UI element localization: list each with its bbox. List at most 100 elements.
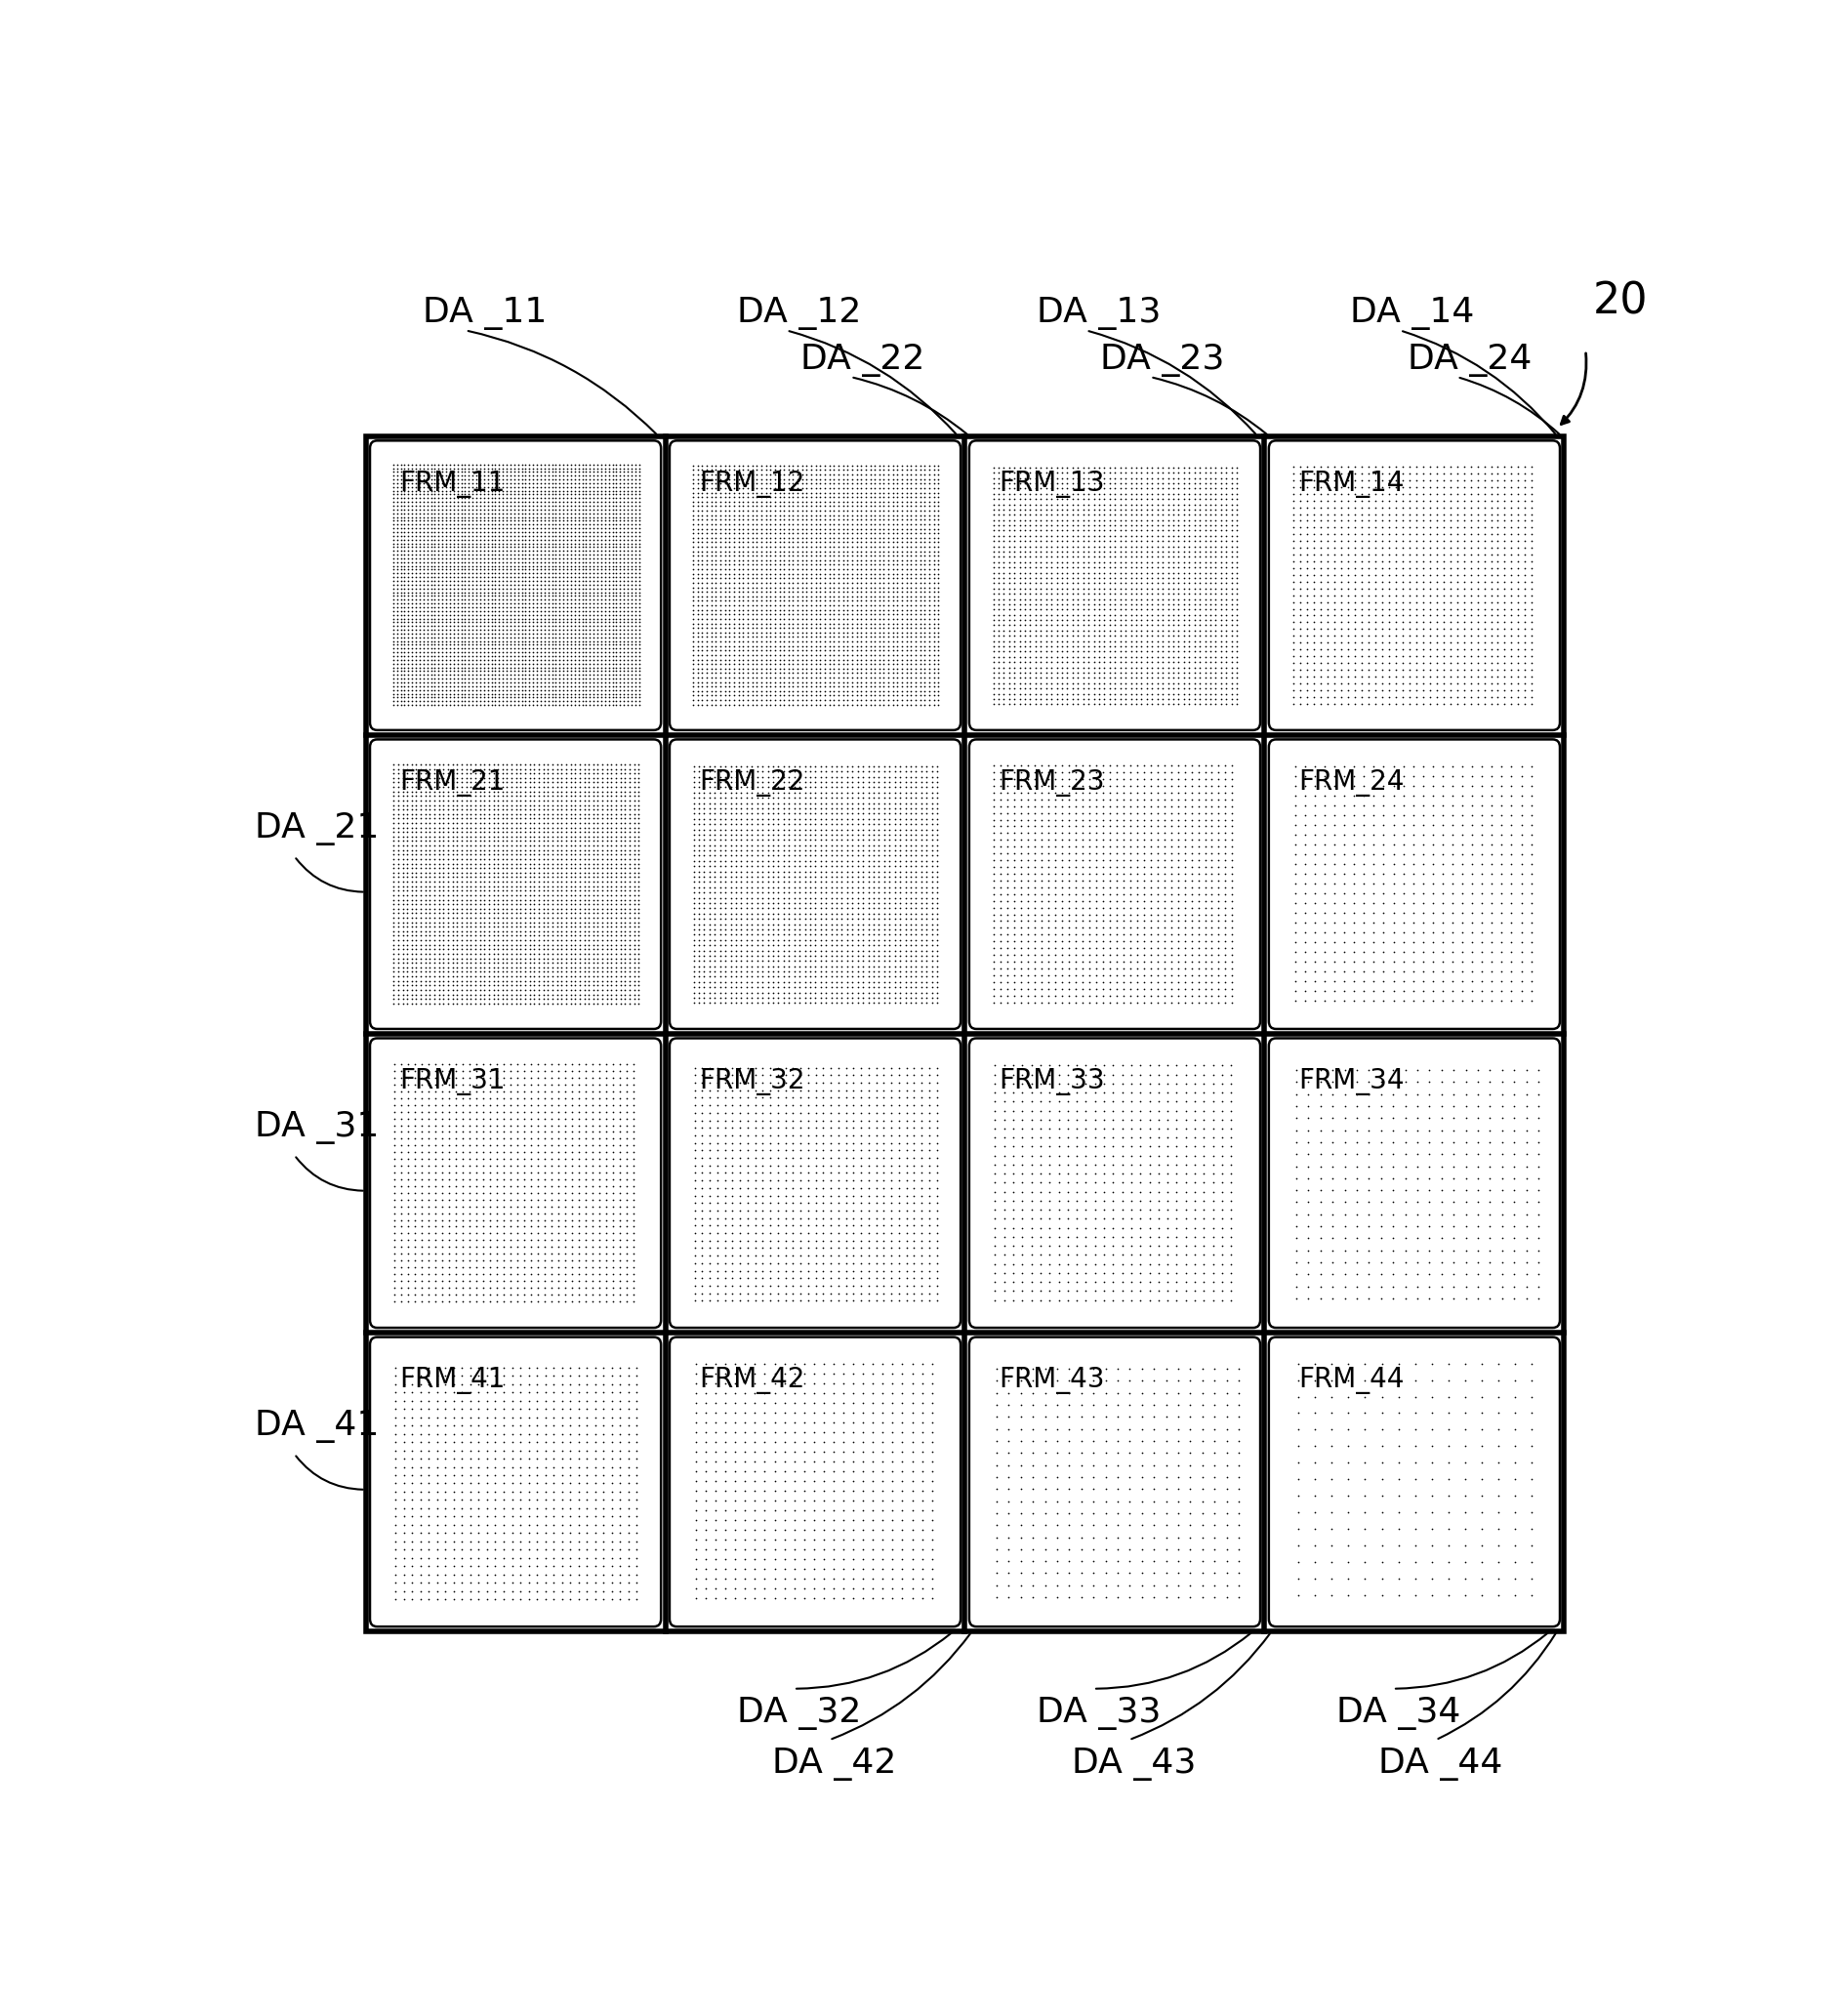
Point	[775, 897, 805, 929]
Point	[434, 1103, 464, 1135]
Point	[1381, 512, 1410, 544]
Point	[711, 1407, 740, 1439]
Point	[573, 1417, 602, 1450]
Point	[790, 1435, 819, 1468]
Point	[983, 671, 1013, 704]
Point	[606, 524, 635, 556]
Point	[519, 464, 549, 496]
Point	[495, 524, 525, 556]
Point	[538, 564, 567, 597]
Point	[536, 1095, 565, 1127]
Point	[462, 538, 492, 571]
Point	[679, 647, 709, 679]
Point	[481, 651, 510, 683]
Point	[422, 1115, 451, 1147]
Point	[497, 1508, 527, 1540]
Point	[1055, 1556, 1084, 1589]
Point	[989, 520, 1018, 552]
Point	[1305, 1066, 1335, 1099]
Point	[1169, 837, 1198, 869]
Point	[696, 675, 725, 708]
Point	[891, 808, 920, 841]
Point	[884, 540, 913, 573]
Point	[451, 595, 481, 627]
Point	[994, 1498, 1024, 1530]
Point	[1169, 810, 1198, 843]
Point	[481, 520, 510, 552]
Point	[1434, 1365, 1464, 1397]
Point	[878, 508, 908, 540]
Point	[1066, 1365, 1095, 1397]
Point	[760, 585, 790, 617]
Point	[606, 599, 635, 631]
Point	[915, 1157, 944, 1189]
Point	[1031, 615, 1060, 647]
Point	[1048, 885, 1077, 917]
Point	[747, 530, 777, 562]
Point	[414, 1351, 444, 1383]
Point	[515, 853, 545, 885]
Point	[595, 607, 624, 639]
Point	[1129, 816, 1158, 849]
Point	[874, 599, 904, 631]
Point	[387, 603, 416, 635]
Point	[434, 577, 464, 609]
Point	[398, 835, 427, 867]
Point	[457, 915, 486, 948]
Point	[1342, 1270, 1372, 1302]
Point	[530, 1083, 560, 1115]
Point	[416, 583, 446, 615]
Point	[799, 1524, 828, 1556]
Point	[416, 929, 446, 962]
Point	[1414, 1173, 1443, 1206]
Point	[392, 915, 422, 948]
Point	[1475, 1149, 1504, 1181]
Point	[606, 546, 635, 579]
Point	[823, 577, 852, 609]
Point	[1418, 839, 1447, 871]
Point	[401, 1054, 431, 1087]
Point	[442, 788, 471, 821]
Point	[1327, 504, 1357, 536]
Point	[598, 1177, 628, 1210]
Point	[543, 1169, 573, 1202]
Point	[1152, 484, 1182, 516]
Point	[477, 669, 506, 702]
Point	[458, 673, 488, 706]
Point	[679, 1248, 709, 1280]
Point	[512, 681, 541, 714]
Point	[1040, 966, 1070, 998]
Point	[611, 893, 641, 925]
Point	[506, 911, 536, 943]
Point	[519, 960, 549, 992]
Point	[578, 937, 608, 970]
Point	[1504, 599, 1534, 631]
Point	[718, 1097, 747, 1129]
Point	[729, 458, 758, 490]
Point	[764, 1089, 793, 1121]
Point	[679, 756, 709, 788]
Point	[387, 1163, 416, 1195]
Point	[863, 776, 893, 808]
Point	[451, 681, 481, 714]
Point	[1285, 579, 1314, 611]
Point	[411, 911, 440, 943]
Point	[764, 595, 793, 627]
Point	[549, 564, 578, 597]
Point	[1320, 946, 1349, 978]
Point	[812, 972, 841, 1004]
Point	[490, 1583, 519, 1615]
Point	[1059, 540, 1088, 573]
Point	[724, 647, 753, 679]
Point	[438, 1452, 468, 1484]
Point	[460, 956, 490, 988]
Point	[1395, 661, 1425, 694]
Point	[760, 1504, 790, 1536]
Point	[981, 1185, 1011, 1218]
Point	[1320, 552, 1349, 585]
Point	[1132, 510, 1162, 542]
Point	[387, 1252, 416, 1284]
Point	[481, 1583, 510, 1615]
Point	[578, 595, 608, 627]
Point	[604, 1224, 633, 1256]
